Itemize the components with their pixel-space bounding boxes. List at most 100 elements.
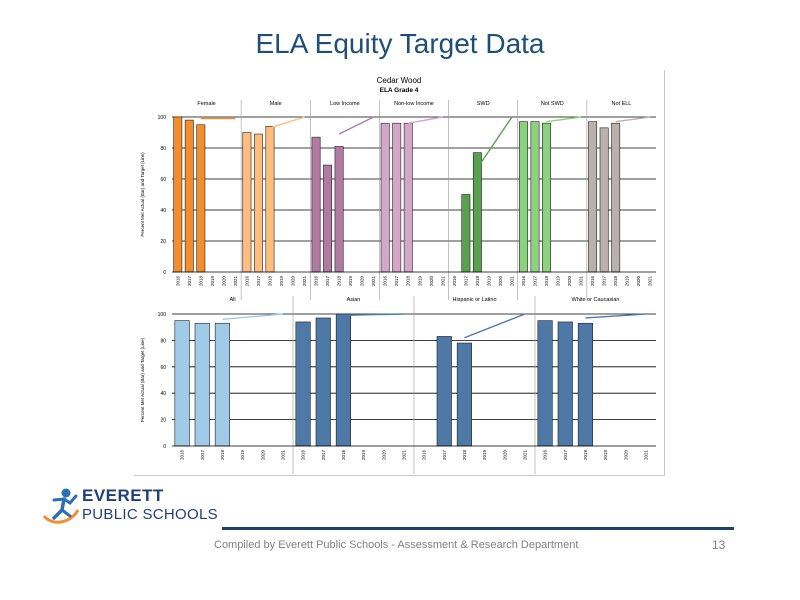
x-tick-label: 2019 <box>625 276 630 287</box>
x-tick-label: 2021 <box>648 276 653 287</box>
target-line <box>585 313 646 319</box>
bar <box>577 322 593 447</box>
x-tick-label: 2016 <box>452 276 457 287</box>
bar <box>472 152 482 273</box>
x-tick-label: 2020 <box>498 276 503 287</box>
y-tick-label: 0 <box>163 270 166 276</box>
bar <box>542 122 551 273</box>
y-axis-label: Percent Met Actual (Bar) and Target (Lin… <box>140 152 145 237</box>
bar <box>380 122 390 273</box>
page-number: 13 <box>712 538 726 552</box>
group-header: Male <box>270 101 282 107</box>
bar <box>436 336 452 447</box>
x-tick-label: 2018 <box>337 276 342 287</box>
group-header: Low Income <box>330 101 360 107</box>
x-tick-label: 2020 <box>260 450 265 461</box>
logo: EVERETT PUBLIC SCHOOLS <box>40 486 220 526</box>
x-tick-label: 2021 <box>509 276 514 287</box>
x-tick-label: 2020 <box>636 276 641 287</box>
x-tick-label: 2018 <box>613 276 618 287</box>
x-tick-label: 2019 <box>279 276 284 287</box>
x-tick-label: 2016 <box>314 276 319 287</box>
target-line <box>476 116 513 169</box>
x-tick-label: 2018 <box>583 450 588 461</box>
x-tick-label: 2017 <box>200 450 205 461</box>
bar <box>519 121 528 273</box>
y-tick-label: 0 <box>163 444 166 450</box>
logo-wordmark-top: EVERETT <box>82 486 164 505</box>
bar <box>265 125 275 273</box>
x-tick-label: 2016 <box>301 450 306 461</box>
x-tick-label: 2021 <box>440 276 445 287</box>
x-tick-label: 2020 <box>221 276 226 287</box>
x-tick-label: 2018 <box>267 276 272 287</box>
bar <box>456 342 472 447</box>
group-header: Non-low Income <box>394 101 434 107</box>
x-tick-label: 2021 <box>643 450 648 461</box>
x-tick-label: 2019 <box>417 276 422 287</box>
x-tick-label: 2021 <box>579 276 584 287</box>
x-tick-label: 2020 <box>291 276 296 287</box>
x-tick-label: 2017 <box>533 276 538 287</box>
x-tick-label: 2016 <box>521 276 526 287</box>
group-header: SWD <box>477 101 490 107</box>
x-tick-label: 2019 <box>603 450 608 461</box>
x-tick-label: 2018 <box>220 450 225 461</box>
x-tick-label: 2017 <box>463 276 468 287</box>
x-tick-label: 2021 <box>371 276 376 287</box>
bar <box>214 322 230 447</box>
x-tick-label: 2018 <box>198 276 203 287</box>
bar <box>599 127 609 273</box>
x-tick-label: 2018 <box>406 276 411 287</box>
target-line <box>222 313 283 320</box>
bar <box>611 122 621 273</box>
y-tick-label: 60 <box>160 177 166 183</box>
bar <box>242 132 252 273</box>
bar <box>392 122 402 273</box>
x-tick-label: 2019 <box>556 276 561 287</box>
x-tick-label: 2017 <box>256 276 261 287</box>
bar <box>196 124 206 273</box>
bar <box>334 146 344 273</box>
y-tick-label: 100 <box>158 115 167 121</box>
bar <box>557 321 573 447</box>
bar <box>403 122 413 273</box>
bar <box>335 313 351 447</box>
x-tick-label: 2019 <box>210 276 215 287</box>
group-header: Female <box>197 101 215 107</box>
x-tick-label: 2019 <box>482 450 487 461</box>
chart-subtitle: ELA Grade 4 <box>380 87 419 94</box>
x-tick-label: 2017 <box>187 276 192 287</box>
x-tick-label: 2021 <box>302 276 307 287</box>
x-tick-label: 2020 <box>381 450 386 461</box>
bar <box>253 133 263 273</box>
x-tick-label: 2017 <box>325 276 330 287</box>
bar <box>194 322 210 447</box>
x-tick-label: 2021 <box>233 276 238 287</box>
chart-title: Cedar Wood <box>377 76 422 85</box>
target-line <box>615 116 651 123</box>
x-tick-label: 2018 <box>544 276 549 287</box>
y-tick-label: 20 <box>160 418 166 424</box>
x-tick-label: 2016 <box>244 276 249 287</box>
y-tick-label: 60 <box>160 365 166 371</box>
x-tick-label: 2019 <box>348 276 353 287</box>
x-tick-label: 2017 <box>394 276 399 287</box>
x-tick-label: 2018 <box>341 450 346 461</box>
x-tick-label: 2016 <box>175 276 180 287</box>
bar <box>173 116 183 273</box>
target-line <box>546 116 582 123</box>
x-tick-label: 2016 <box>422 450 427 461</box>
equity-chart: Cedar Wood ELA Grade 4 0 20 40 60 80 100 Percent… <box>140 76 656 474</box>
bar <box>311 136 321 273</box>
bar <box>588 121 598 273</box>
x-tick-label: 2017 <box>321 450 326 461</box>
x-tick-label: 2018 <box>475 276 480 287</box>
group-header: Hispanic or Latino <box>452 297 496 303</box>
x-tick-label: 2016 <box>590 276 595 287</box>
x-tick-label: 2017 <box>602 276 607 287</box>
footer-divider <box>222 527 734 530</box>
y-tick-label: 100 <box>158 312 167 318</box>
bar <box>315 317 331 447</box>
x-tick-label: 2017 <box>442 450 447 461</box>
